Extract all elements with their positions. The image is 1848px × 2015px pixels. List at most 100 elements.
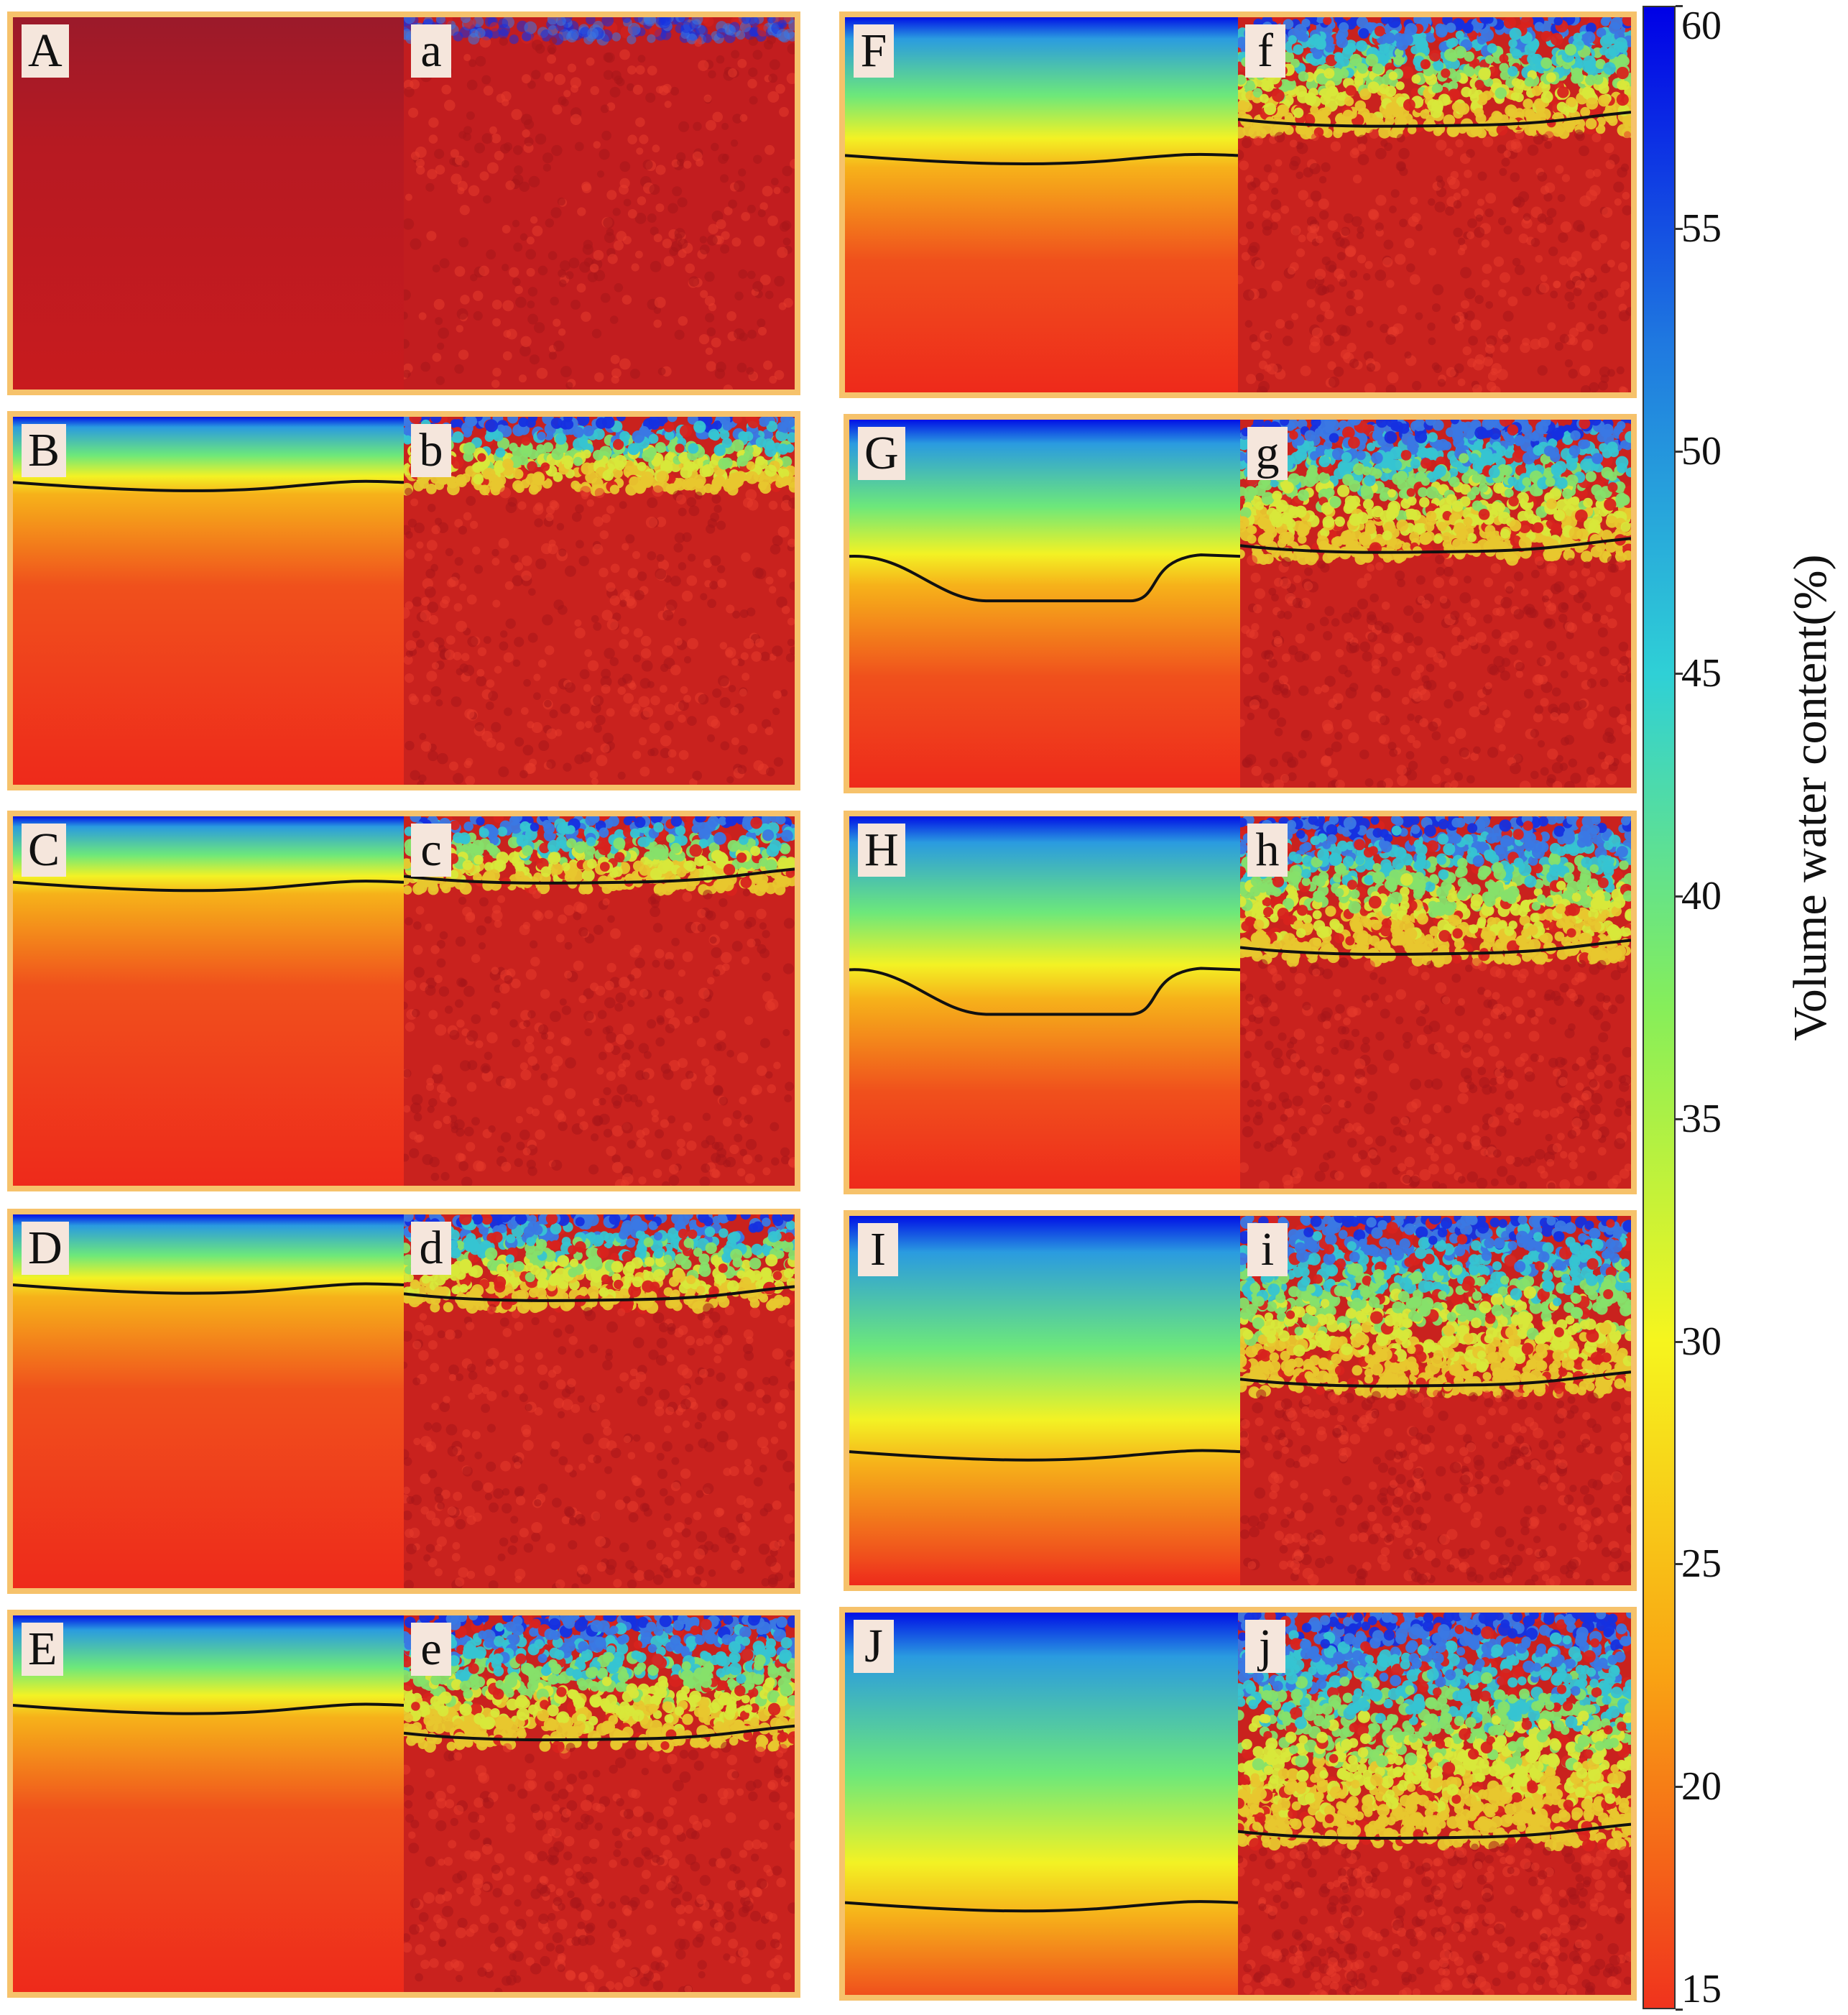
particle [611, 1447, 622, 1459]
particle [579, 669, 590, 680]
particle [505, 618, 516, 629]
particle [756, 1065, 767, 1076]
particle [519, 821, 531, 832]
particle [688, 276, 700, 287]
particle-group [404, 417, 795, 785]
particle [784, 1513, 794, 1524]
particle [762, 185, 773, 197]
particle [486, 843, 496, 853]
particle [692, 458, 703, 469]
particle [586, 57, 595, 66]
particle [518, 417, 529, 428]
particle [618, 1063, 627, 1071]
particle [559, 998, 567, 1006]
particle [534, 1407, 543, 1416]
particle [744, 1350, 754, 1361]
particle [663, 1287, 673, 1296]
particle [555, 933, 565, 943]
particle [698, 1253, 710, 1265]
particle [723, 1615, 734, 1625]
particle [514, 1158, 523, 1167]
particle [656, 553, 665, 562]
particle [716, 219, 726, 230]
particle [601, 668, 611, 679]
particle [550, 1448, 559, 1457]
particle [652, 1268, 666, 1282]
particle [438, 645, 446, 653]
particle [598, 1437, 610, 1449]
particle [757, 24, 769, 37]
particle [413, 967, 425, 978]
particle [620, 1615, 632, 1621]
particle [694, 39, 703, 47]
particle [778, 1653, 790, 1664]
particle-field [404, 1214, 795, 1588]
particle [545, 645, 555, 655]
particle [702, 1112, 711, 1121]
simulation-field [13, 1214, 404, 1588]
particle [632, 84, 643, 95]
particle [713, 420, 722, 430]
particle [488, 1580, 499, 1588]
particle [739, 1148, 747, 1157]
particle [515, 296, 527, 308]
particle [637, 571, 647, 581]
particle [550, 417, 563, 429]
particle [489, 1008, 498, 1015]
particle [463, 54, 471, 62]
particle [493, 816, 504, 824]
particle [435, 17, 445, 24]
particle [586, 499, 595, 507]
particle [601, 514, 611, 523]
particle [477, 453, 486, 462]
particle [593, 924, 604, 935]
particle [514, 1697, 526, 1710]
particle [693, 1548, 706, 1560]
particle [758, 417, 770, 427]
particle [690, 1625, 700, 1636]
particle [537, 431, 546, 441]
particle [436, 1084, 446, 1094]
particle [744, 1173, 755, 1184]
particle [785, 1082, 795, 1092]
particle [404, 1692, 415, 1704]
particle [483, 470, 492, 480]
particle [412, 1340, 422, 1350]
particle [458, 525, 468, 535]
particle [701, 1163, 711, 1174]
particle [558, 1456, 568, 1466]
particle [530, 822, 540, 832]
particle [548, 1296, 561, 1309]
particle [608, 816, 619, 827]
particle [678, 315, 688, 326]
particle [551, 448, 564, 461]
particle [686, 1567, 696, 1576]
particle [716, 1668, 726, 1678]
particle [581, 311, 591, 322]
particle [486, 1461, 496, 1472]
particle [732, 1257, 743, 1268]
particle [671, 1539, 680, 1549]
particle [409, 1131, 418, 1140]
particle [741, 1512, 752, 1521]
particle [560, 366, 572, 378]
particle [650, 695, 660, 706]
particle [437, 1330, 445, 1339]
particle [574, 627, 586, 639]
particle [511, 109, 522, 120]
particle [420, 596, 430, 607]
particle [586, 846, 596, 856]
particle [775, 1572, 784, 1582]
particle [514, 861, 525, 872]
particle [412, 596, 422, 607]
particle [404, 1457, 412, 1466]
particle [432, 352, 442, 362]
particle [526, 1036, 535, 1044]
particle [703, 1335, 713, 1345]
particle [498, 538, 509, 549]
particle [599, 1097, 606, 1106]
particle [451, 1552, 461, 1562]
particle [608, 1715, 619, 1725]
particle [767, 1689, 780, 1703]
particle [663, 1254, 673, 1263]
